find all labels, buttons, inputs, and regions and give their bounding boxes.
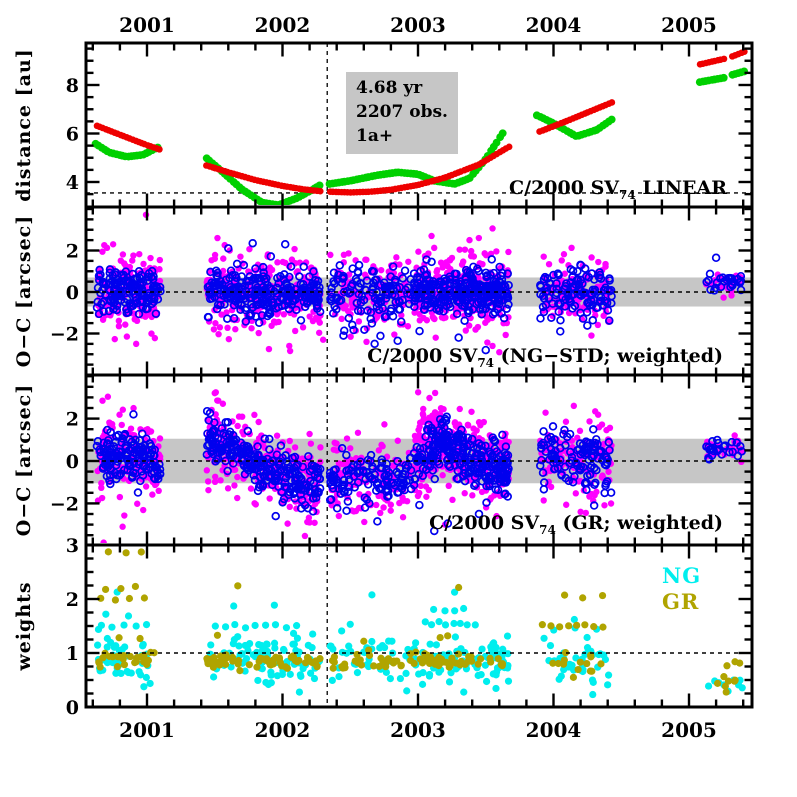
x-tick-label-top: 2001 (119, 13, 175, 37)
object-name-subscript: 74 (477, 355, 495, 370)
y-axis-title-weights: weights (13, 581, 35, 671)
panel1-object-label: C/2000 SV74 LINEAR (509, 177, 727, 202)
points-distance (91, 48, 749, 205)
points-oc_gr (92, 389, 746, 543)
object-name: C/2000 SV (509, 177, 620, 199)
y-axis-title-oc-ngstd: O−C [arcsec] (13, 214, 35, 368)
y-tick-label-oc_gr: 0 (66, 451, 79, 473)
points-oc_ngstd (92, 211, 746, 356)
y-tick-label-weights: 2 (66, 589, 79, 611)
object-designation: LINEAR (635, 177, 727, 199)
x-tick-label-bottom: 2002 (255, 718, 311, 742)
x-tick-label-bottom: 2004 (526, 718, 582, 742)
y-tick-label-distance: 4 (66, 172, 79, 194)
annotation-obs-count: 2207 obs. (356, 102, 448, 122)
y-tick-label-weights: 0 (66, 697, 79, 719)
object-name-subscript: 74 (539, 522, 556, 537)
x-tick-label-top: 2004 (526, 13, 582, 37)
y-tick-label-distance: 8 (66, 75, 79, 97)
x-tick-label-bottom: 2005 (661, 718, 717, 742)
annotation-model: 1a+ (356, 126, 394, 146)
panel-frame-weights (84, 543, 754, 709)
solution-type-ngstd: (NG−STD; weighted) (494, 345, 723, 367)
y-tick-label-weights: 3 (66, 535, 79, 557)
ticks-distance (87, 44, 751, 206)
annotation-arc-length: 4.68 yr (356, 78, 423, 98)
y-tick-label-distance: 6 (66, 124, 79, 146)
object-name: C/2000 SV (367, 345, 478, 367)
y-axis-title-distance: distance [au] (13, 48, 35, 202)
x-tick-label-bottom: 2003 (390, 718, 446, 742)
y-axis-title-oc-gr: O−C [arcsec] (13, 383, 35, 537)
y-tick-label-oc_ngstd: 0 (66, 282, 79, 304)
annotation-box: 4.68 yr 2207 obs. 1a+ (346, 72, 458, 154)
ticks-weights (87, 546, 751, 706)
legend-ng: NG (662, 563, 702, 588)
y-tick-label-oc_gr: 2 (66, 409, 79, 431)
x-tick-label-top: 2003 (390, 13, 446, 37)
y-tick-label-oc_gr: −2 (50, 493, 79, 515)
solution-type-gr: (GR; weighted) (555, 512, 723, 534)
x-tick-label-bottom: 2001 (119, 718, 175, 742)
panel2-solution-label: C/2000 SV74 (NG−STD; weighted) (367, 345, 723, 370)
legend-gr: GR (662, 589, 700, 614)
y-tick-label-oc_ngstd: 2 (66, 241, 79, 263)
x-tick-label-top: 2002 (255, 13, 311, 37)
y-tick-label-oc_ngstd: −2 (50, 324, 79, 346)
object-name: C/2000 SV (429, 512, 540, 534)
ticks-oc_gr (87, 375, 751, 544)
points-weights (94, 548, 746, 699)
y-tick-label-weights: 1 (66, 643, 79, 665)
ticks-oc_ngstd (87, 207, 751, 374)
object-name-subscript: 74 (619, 187, 636, 202)
x-tick-label-top: 2005 (661, 13, 717, 37)
panel3-solution-label: C/2000 SV74 (GR; weighted) (429, 512, 723, 537)
